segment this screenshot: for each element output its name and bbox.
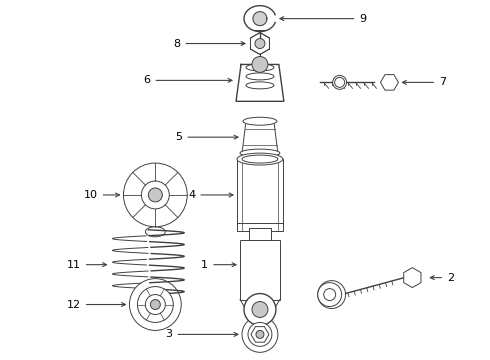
Circle shape <box>244 293 276 325</box>
Text: 2: 2 <box>447 273 454 283</box>
Circle shape <box>148 188 162 202</box>
Text: 5: 5 <box>175 132 182 142</box>
Bar <box>249 228 271 240</box>
Text: 7: 7 <box>439 77 446 87</box>
Circle shape <box>252 57 268 72</box>
Circle shape <box>255 39 265 49</box>
Bar <box>240 240 280 300</box>
Circle shape <box>123 163 187 227</box>
Text: 11: 11 <box>67 260 81 270</box>
Circle shape <box>335 77 344 87</box>
Text: 4: 4 <box>188 190 195 200</box>
Circle shape <box>242 316 278 352</box>
Circle shape <box>324 289 336 301</box>
Polygon shape <box>242 121 278 153</box>
Circle shape <box>256 330 264 338</box>
Circle shape <box>142 181 169 209</box>
Polygon shape <box>404 268 421 288</box>
Polygon shape <box>380 75 398 90</box>
Ellipse shape <box>246 73 274 80</box>
Ellipse shape <box>333 75 346 89</box>
Ellipse shape <box>237 153 283 165</box>
Polygon shape <box>251 327 269 342</box>
Ellipse shape <box>242 155 278 163</box>
Ellipse shape <box>246 82 274 89</box>
Polygon shape <box>236 64 284 101</box>
Polygon shape <box>253 12 267 26</box>
Circle shape <box>248 323 272 346</box>
Text: 10: 10 <box>84 190 98 200</box>
Circle shape <box>318 283 342 306</box>
Text: 9: 9 <box>360 14 367 24</box>
Ellipse shape <box>240 149 280 157</box>
Circle shape <box>150 300 160 310</box>
Text: 12: 12 <box>67 300 81 310</box>
Text: 3: 3 <box>165 329 172 339</box>
Circle shape <box>146 294 165 315</box>
Bar <box>237 159 283 231</box>
Circle shape <box>252 302 268 318</box>
Ellipse shape <box>146 227 165 237</box>
Circle shape <box>137 287 173 323</box>
Circle shape <box>129 279 181 330</box>
Polygon shape <box>250 32 270 54</box>
Ellipse shape <box>243 117 277 125</box>
Text: 1: 1 <box>201 260 208 270</box>
Text: 8: 8 <box>173 39 180 49</box>
Bar <box>256 230 264 231</box>
Circle shape <box>318 280 345 309</box>
Ellipse shape <box>246 64 274 71</box>
Polygon shape <box>244 6 275 32</box>
Text: 6: 6 <box>144 75 150 85</box>
